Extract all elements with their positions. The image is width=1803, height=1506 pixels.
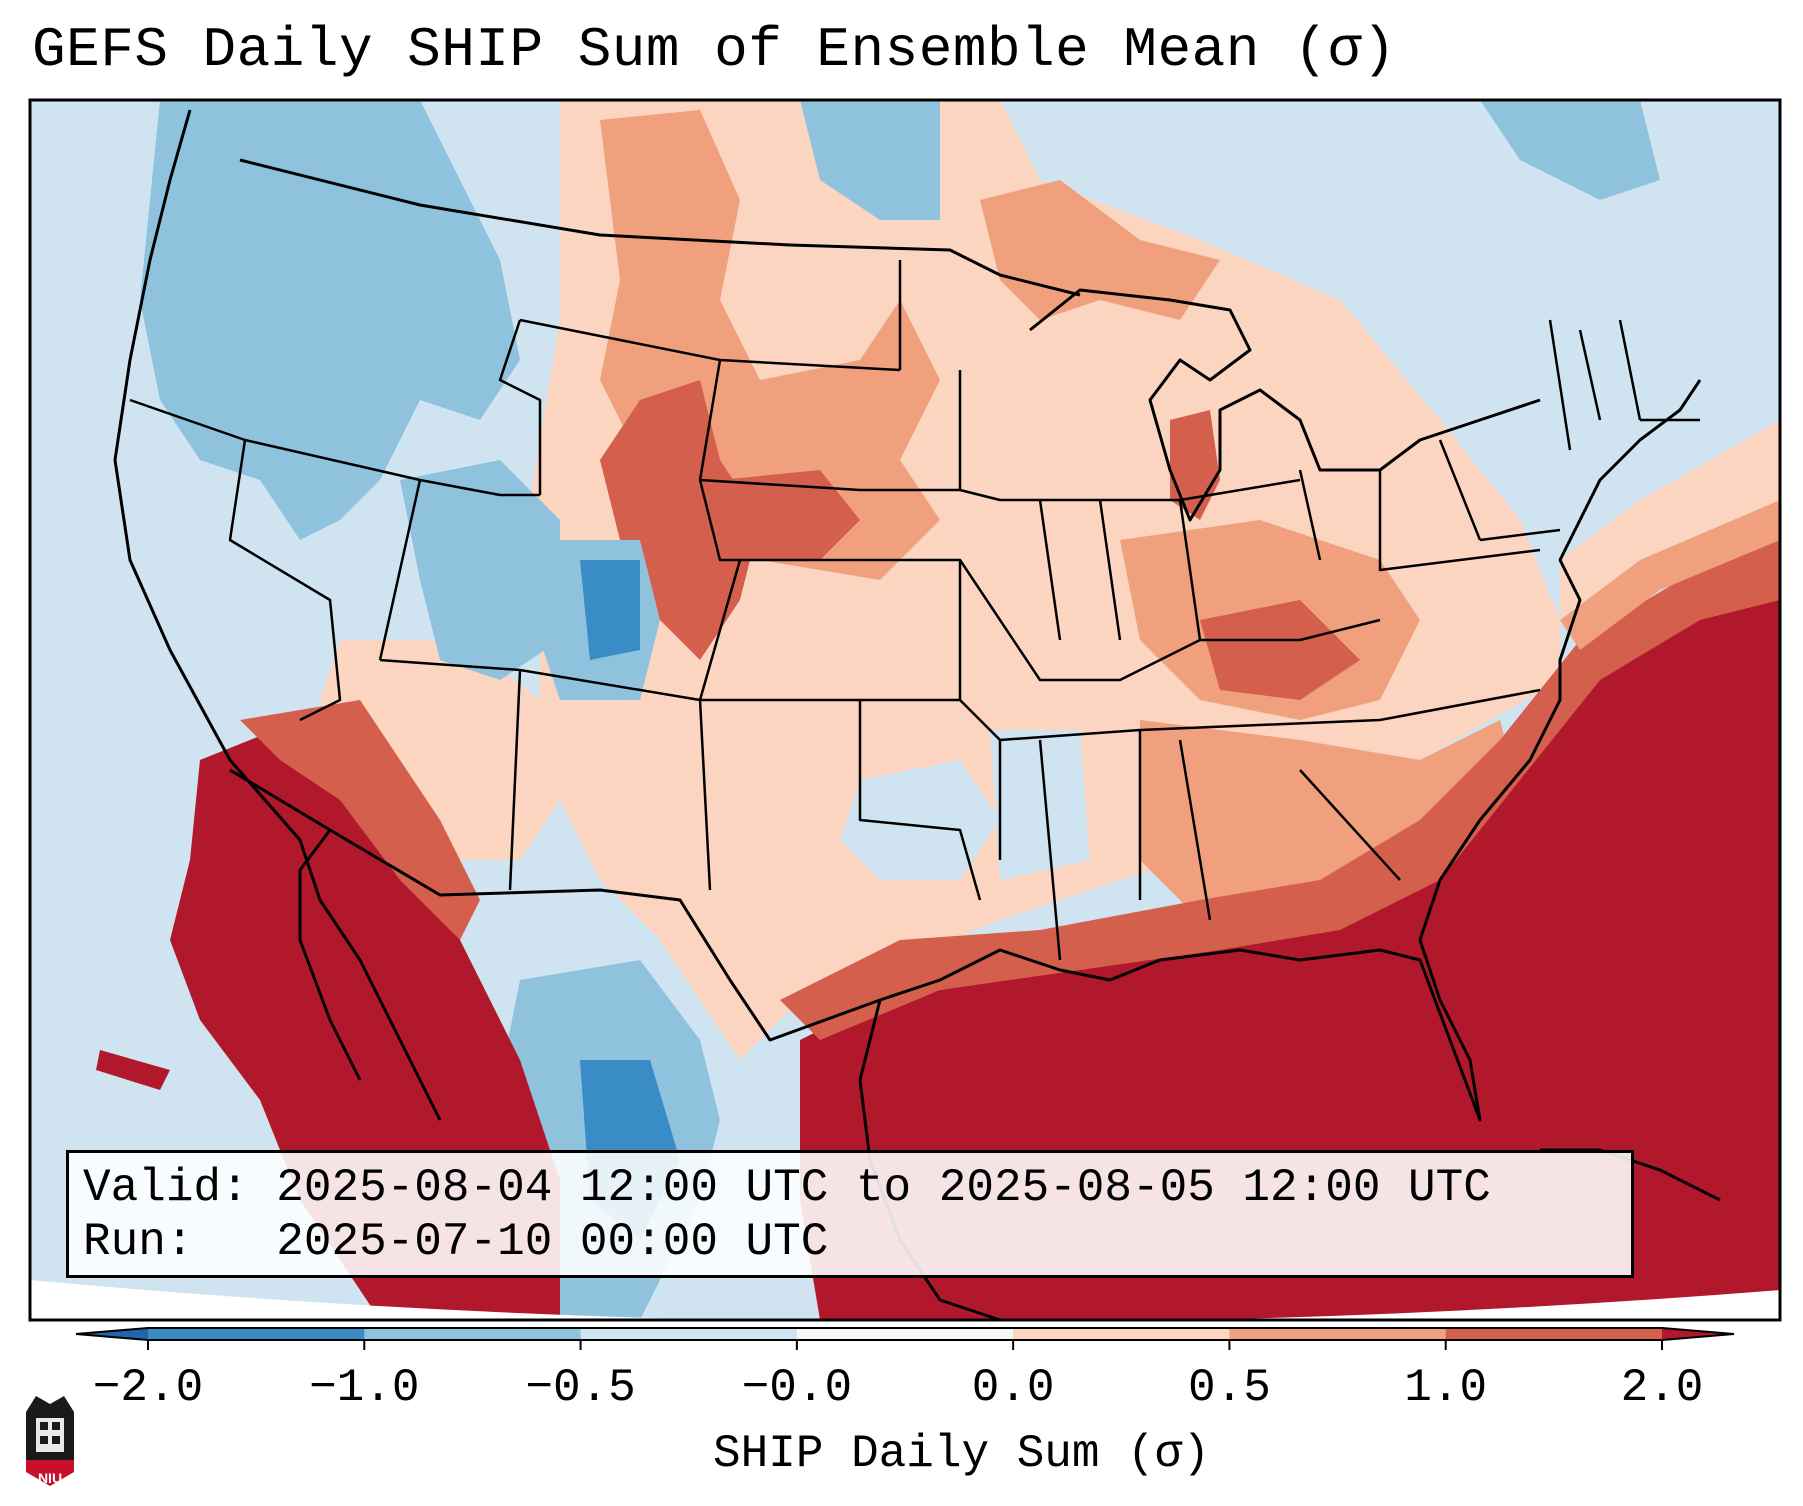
colorbar <box>75 1327 1735 1350</box>
colorbar-bin <box>364 1328 582 1340</box>
niu-logo: NIU <box>22 1392 78 1488</box>
gulf-coastline <box>879 939 1482 1122</box>
colorbar-tick-label: 0.0 <box>971 1362 1055 1414</box>
run-time: 2025-07-10 00:00 UTC <box>276 1216 829 1268</box>
map-edge-outside <box>30 1280 1780 1320</box>
anomaly-warm-atlantic-band <box>1560 500 1780 650</box>
colorbar-under-arrow <box>76 1328 148 1340</box>
colorbar-bin <box>580 1328 798 1340</box>
colorbar-label: SHIP Daily Sum (σ) <box>713 1428 1210 1480</box>
anomaly-cool-great-basin <box>400 460 560 680</box>
anomaly-hot-southwest-edge <box>240 700 480 940</box>
anomaly-cool-arkansas <box>990 730 1090 880</box>
canada-us-border <box>239 158 1081 297</box>
colorbar-tick-label: 1.0 <box>1404 1362 1488 1414</box>
map-panel <box>30 100 1780 1320</box>
logo-text: NIU <box>37 1470 63 1486</box>
anomaly-hot-tennessee-valley <box>1200 600 1360 700</box>
colorbar-bin <box>148 1328 365 1340</box>
colorbar-tick-label: −2.0 <box>92 1362 204 1414</box>
anomaly-extreme-florida <box>1400 880 1490 1120</box>
valid-label: Valid: <box>83 1162 249 1214</box>
anomaly-cool-oklahoma <box>840 760 1000 880</box>
valid-range: 2025-08-04 12:00 UTC to 2025-08-05 12:00… <box>276 1162 1491 1214</box>
colorbar-tick-label: −0.0 <box>741 1362 853 1414</box>
colorbar-bin <box>1229 1328 1447 1340</box>
anomaly-cool-quebec <box>1480 100 1660 200</box>
anomaly-hot-high-plains <box>600 380 760 660</box>
colorbar-bin <box>1445 1328 1663 1340</box>
anomaly-hot-nebraska <box>720 470 860 560</box>
anomaly-hot-gulf-coast-band <box>780 540 1780 1040</box>
colorbar-ticks <box>147 1340 1663 1350</box>
anomaly-extreme-gulf-atlantic <box>800 580 1780 1320</box>
colorbar-bins <box>148 1328 1663 1340</box>
atlantic-coastline <box>1418 379 1702 941</box>
colorbar-over-arrow <box>1662 1328 1734 1340</box>
colorbar-bin <box>1013 1328 1230 1340</box>
anomaly-extreme-baja <box>96 1050 170 1090</box>
anomaly-very-cool-colorado <box>580 560 640 660</box>
state-lines <box>129 260 1700 961</box>
us-mexico-border <box>229 768 881 1042</box>
run-label: Run: <box>83 1216 194 1268</box>
validity-box: Valid: 2025-08-04 12:00 UTC to 2025-08-0… <box>66 1150 1634 1278</box>
colorbar-tick-label: −0.5 <box>525 1362 636 1414</box>
colorbar-bin <box>796 1328 1014 1340</box>
pacific-coastline <box>113 109 442 1121</box>
map-frame <box>28 98 1782 1322</box>
anomaly-cool-northwest <box>140 100 520 540</box>
colorbar-tick-label: 0.5 <box>1188 1362 1271 1414</box>
anomaly-cool-ontario <box>800 100 940 220</box>
colorbar-tick-label: −1.0 <box>309 1362 420 1414</box>
anomaly-warm-atlantic-outer <box>1560 420 1780 620</box>
baja-coastline <box>298 829 362 1081</box>
colorbar-tick-label: 2.0 <box>1620 1362 1704 1414</box>
map-title: GEFS Daily SHIP Sum of Ensemble Mean (σ) <box>32 18 1397 82</box>
